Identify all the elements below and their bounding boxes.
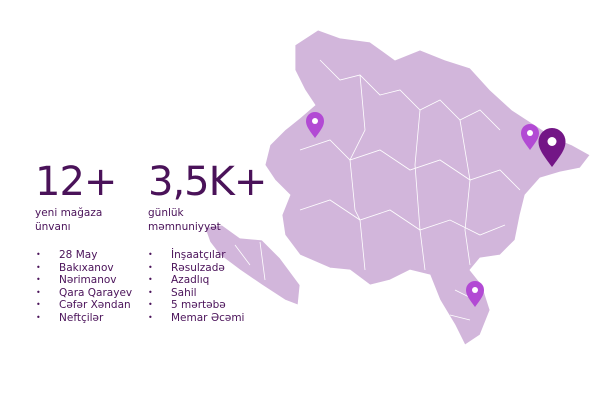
store-list-left: 28 May Bakıxanov Nərimanov Qara Qarayev … — [36, 249, 132, 324]
store-list-right: İnşaatçılar Rəsulzadə Azadlıq Sahil 5 mə… — [148, 249, 244, 324]
stat-label: günlük məmnuniyyət — [148, 207, 221, 233]
list-item: Azadlıq — [148, 274, 244, 287]
map-pins — [306, 112, 566, 307]
list-item: 5 mərtəbə — [148, 299, 244, 312]
list-item: Memar Əcəmi — [148, 312, 244, 325]
list-item: İnşaatçılar — [148, 249, 244, 262]
stat-value: 3,5K+ — [148, 159, 267, 205]
list-item: Qara Qarayev — [36, 287, 132, 300]
stat-label: yeni mağaza ünvanı — [35, 207, 103, 233]
list-item: Neftçilər — [36, 312, 132, 325]
map-pin-icon — [466, 281, 484, 307]
stat-value: 12+ — [35, 159, 117, 205]
list-item: Bakıxanov — [36, 262, 132, 275]
list-item: Cəfər Xəndan — [36, 299, 132, 312]
list-item: Sahil — [148, 287, 244, 300]
map-pin-icon — [538, 128, 566, 167]
stat-satisfaction: 3,5K+ günlük məmnuniyyət — [148, 159, 267, 234]
district-borders — [234, 59, 521, 321]
list-item: Rəsulzadə — [148, 262, 244, 275]
map-pin-icon — [521, 124, 539, 150]
map-pin-icon — [306, 112, 324, 138]
list-item: Nərimanov — [36, 274, 132, 287]
map-mainland — [264, 29, 591, 346]
list-item: 28 May — [36, 249, 132, 262]
stat-stores: 12+ yeni mağaza ünvanı — [35, 159, 117, 234]
